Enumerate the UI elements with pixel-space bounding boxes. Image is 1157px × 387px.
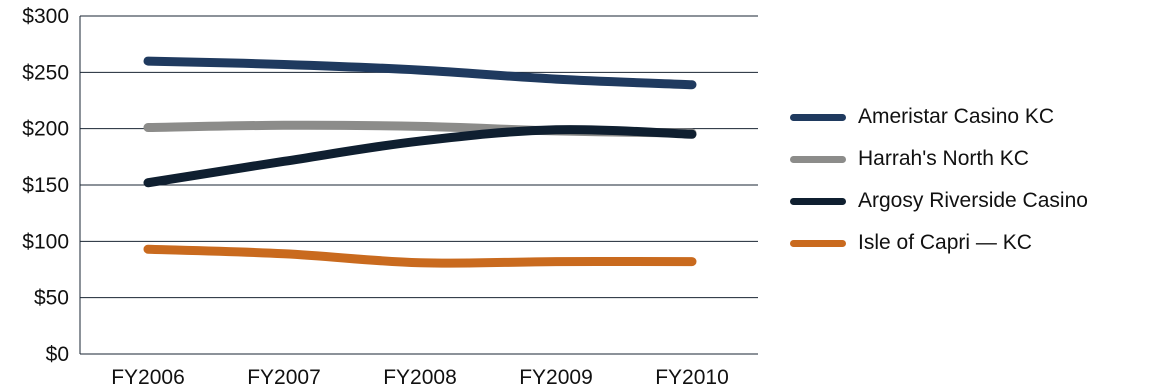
legend-swatch [790, 155, 846, 163]
legend-swatch [790, 239, 846, 247]
x-tick-label: FY2008 [383, 366, 457, 387]
y-tick-label: $100 [22, 230, 69, 253]
legend-label: Harrah's North KC [858, 147, 1029, 170]
x-tick-label: FY2006 [111, 366, 185, 387]
y-tick-label: $300 [22, 5, 69, 28]
x-tick-label: FY2010 [655, 366, 729, 387]
legend-item: Harrah's North KC [790, 138, 1088, 180]
series-line [143, 56, 697, 90]
series-line [143, 244, 697, 268]
legend-label: Argosy Riverside Casino [858, 189, 1088, 212]
legend-label: Ameristar Casino KC [858, 105, 1055, 128]
y-tick-label: $150 [22, 174, 69, 197]
legend-item: Argosy Riverside Casino [790, 180, 1088, 222]
legend-item: Ameristar Casino KC [790, 96, 1088, 138]
y-axis: $0 $50 $100 $150 $200 $250 $300 [22, 5, 81, 366]
y-tick-label: $0 [46, 343, 69, 366]
legend-label: Isle of Capri — KC [858, 231, 1032, 254]
x-tick-label: FY2007 [247, 366, 321, 387]
y-tick-label: $200 [22, 118, 69, 141]
legend-swatch [790, 113, 846, 121]
x-tick-label: FY2009 [519, 366, 593, 387]
legend-item: Isle of Capri — KC [790, 222, 1088, 264]
x-axis: FY2006 FY2007 FY2008 FY2009 FY2010 [111, 366, 729, 387]
y-tick-label: $50 [34, 287, 69, 310]
legend-swatch [790, 197, 846, 205]
series-lines [143, 56, 697, 268]
y-tick-label: $250 [22, 61, 69, 84]
legend: Ameristar Casino KC Harrah's North KC Ar… [790, 96, 1088, 264]
series-line [143, 125, 697, 188]
